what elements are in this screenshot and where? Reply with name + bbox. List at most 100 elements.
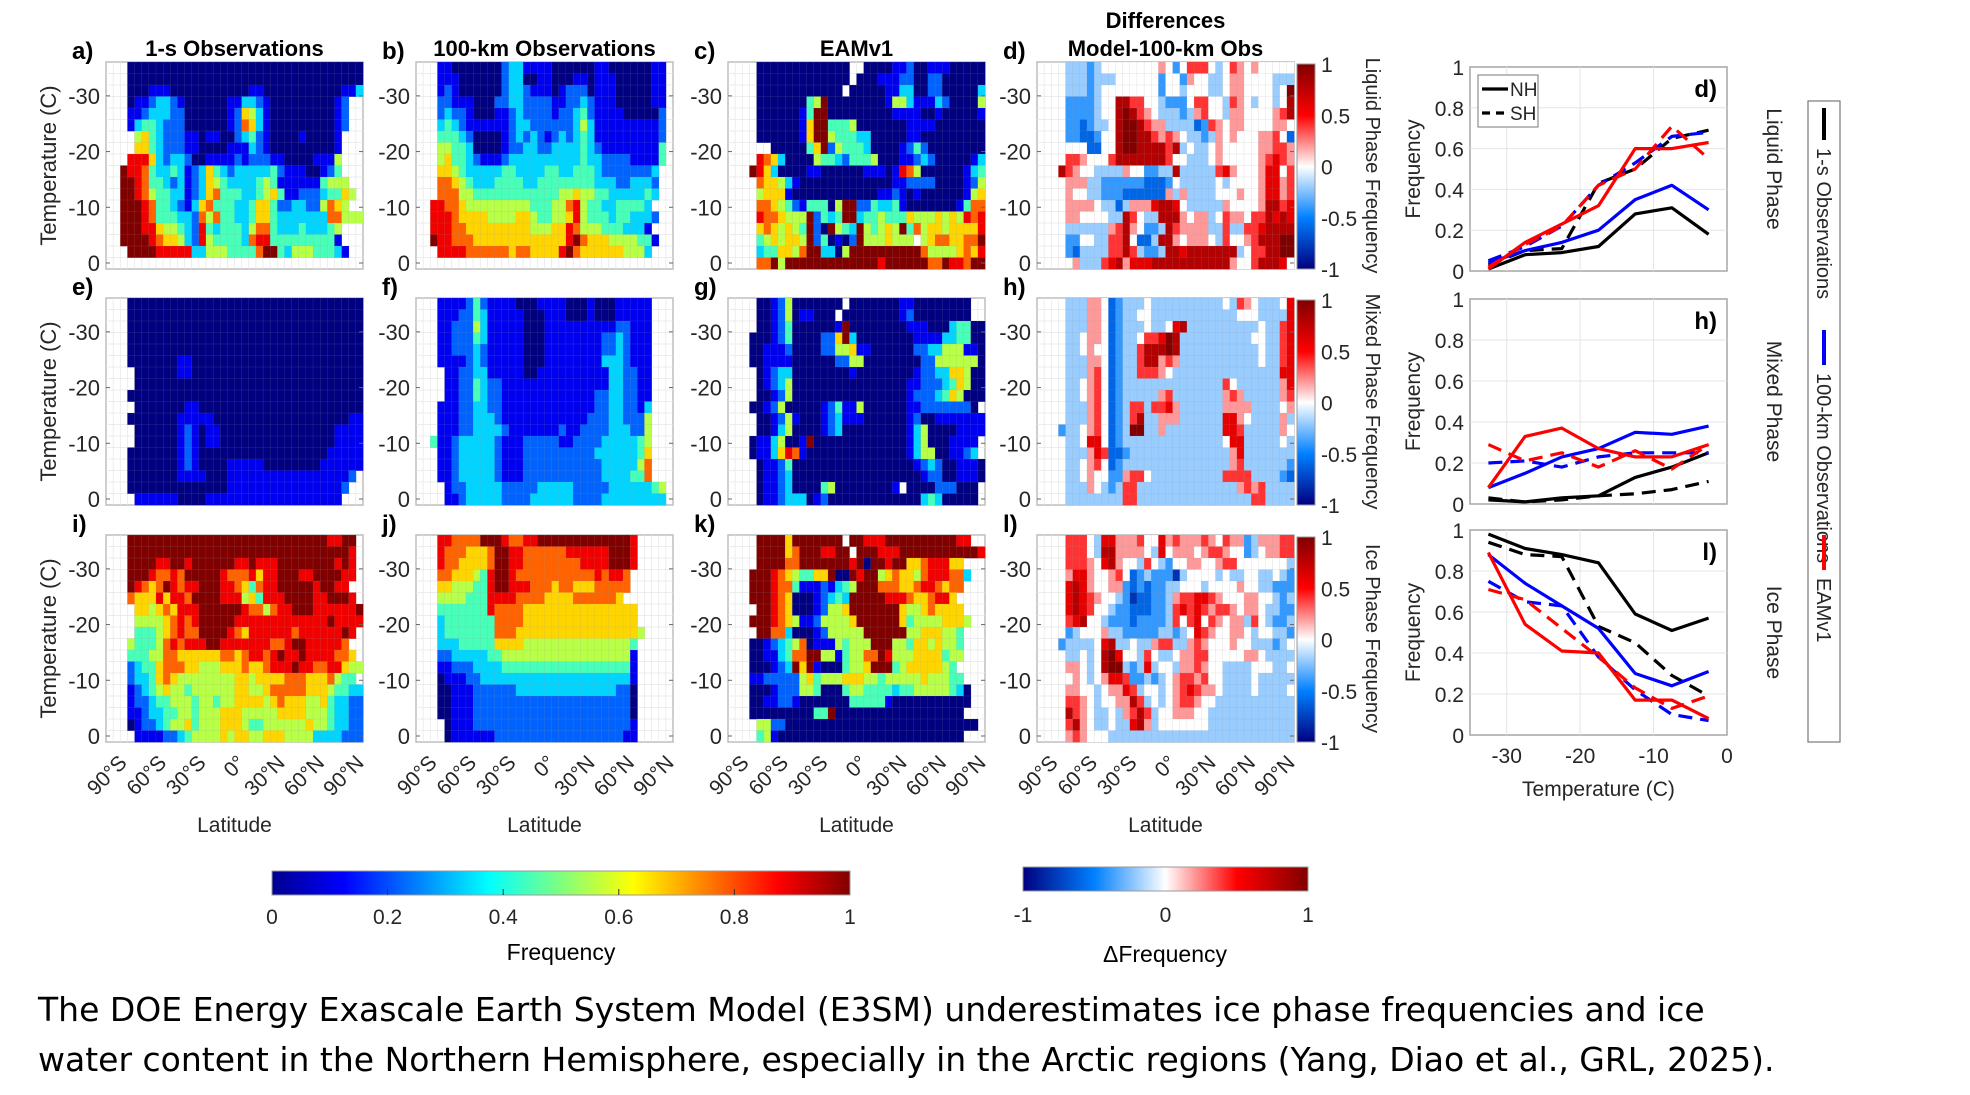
heatmap-cell (1129, 130, 1138, 143)
heatmap-cell (637, 309, 645, 322)
heatmap-cell (1122, 119, 1131, 132)
heatmap-cell (970, 245, 979, 258)
heatmap-cell (920, 142, 929, 155)
heatmap-cell (465, 470, 474, 483)
heatmap-cell (451, 222, 460, 235)
heatmap-cell (565, 165, 574, 178)
heatmap-cell (234, 96, 243, 109)
heatmap-cell (949, 447, 957, 460)
heatmap-cell (451, 332, 460, 345)
heatmap-cell (856, 84, 865, 97)
heatmap-cell (184, 119, 193, 132)
heatmap-cell (580, 470, 588, 483)
heatmap-cell (1258, 447, 1266, 460)
heatmap-cell (305, 73, 314, 86)
heatmap-cell (198, 130, 207, 143)
heatmap-cell (580, 130, 588, 143)
heatmap-cell (608, 389, 617, 402)
heatmap-cell (777, 412, 786, 425)
heatmap-cell (601, 199, 610, 212)
heatmap-cell (234, 332, 243, 345)
heatmap-cell (906, 378, 915, 391)
heatmap-cell (508, 130, 517, 143)
heatmap-cell (444, 73, 453, 86)
heatmap-cell (884, 188, 893, 201)
heatmap-cell (1229, 493, 1238, 506)
heatmap-cell (348, 320, 357, 333)
heatmap-cell (1208, 401, 1216, 414)
heatmap-cell (312, 401, 321, 414)
heatmap-cell (1093, 188, 1102, 201)
heatmap-cell (515, 378, 524, 391)
heatmap-cell (601, 176, 610, 189)
heatmap-cell (444, 389, 453, 402)
heatmap-cell (198, 447, 207, 460)
heatmap-cell (277, 245, 285, 258)
heatmap-cell (277, 355, 285, 368)
heatmap-cell (587, 332, 595, 345)
heatmap-cell (1193, 470, 1202, 483)
heatmap-cell (601, 320, 610, 333)
heatmap-cell (334, 199, 343, 212)
heatmap-cell (601, 234, 610, 247)
heatmap-cell (1193, 188, 1202, 201)
heatmap-cell (1101, 257, 1109, 270)
heatmap-cell (1179, 389, 1188, 402)
heatmap-cell (770, 142, 779, 155)
heatmap-cell (1236, 165, 1245, 178)
heatmap-cell (658, 73, 667, 86)
heatmap-cell (942, 84, 950, 97)
heatmap-cell (501, 355, 510, 368)
heatmap-cell (963, 412, 972, 425)
heatmap-cell (1286, 153, 1295, 166)
heatmap-cell (565, 401, 574, 414)
heatmap-cell (558, 435, 567, 448)
heatmap-cell (530, 176, 538, 189)
heatmap-cell (1265, 320, 1274, 333)
heatmap-cell (1222, 96, 1231, 109)
heatmap-cell (155, 107, 164, 120)
heatmap-cell (451, 458, 460, 471)
heatmap-cell (134, 245, 143, 258)
heatmap-cell (906, 188, 915, 201)
heatmap-cell (594, 96, 603, 109)
heatmap-cell (630, 309, 638, 322)
heatmap-cell (580, 401, 588, 414)
heatmap-cell (1251, 435, 1259, 448)
heatmap-cell (458, 130, 467, 143)
heatmap-cell (515, 176, 524, 189)
heatmap-cell (906, 470, 915, 483)
heatmap-cell (1086, 355, 1095, 368)
heatmap-cell (1286, 355, 1295, 368)
heatmap-cell (120, 211, 128, 224)
heatmap-cell (842, 176, 850, 189)
heatmap-cell (1158, 458, 1166, 471)
heatmap-cell (327, 176, 335, 189)
heatmap-cell (291, 378, 300, 391)
heatmap-cell (770, 119, 779, 132)
heatmap-cell (920, 458, 929, 471)
heatmap-cell (594, 211, 603, 224)
heatmap-cell (312, 176, 321, 189)
heatmap-cell (141, 378, 150, 391)
heatmap-cell (494, 412, 503, 425)
heatmap-cell (191, 199, 200, 212)
heatmap-cell (601, 73, 610, 86)
heatmap-cell (148, 435, 157, 448)
heatmap-cell (565, 332, 574, 345)
heatmap-cell (1201, 61, 1209, 74)
heatmap-cell (284, 107, 293, 120)
heatmap-cell (501, 61, 510, 74)
heatmap-cell (508, 481, 517, 494)
heatmap-cell (1108, 320, 1116, 333)
heatmap-cell (1186, 257, 1195, 270)
heatmap-cell (1093, 447, 1102, 460)
heatmap-cell (141, 130, 150, 143)
heatmap-cell (1122, 424, 1131, 437)
heatmap-cell (658, 153, 667, 166)
heatmap-cell (508, 188, 517, 201)
heatmap-cell (508, 355, 517, 368)
heatmap-cell (892, 458, 900, 471)
heatmap-cell (763, 130, 772, 143)
heatmap-cell (1251, 320, 1259, 333)
